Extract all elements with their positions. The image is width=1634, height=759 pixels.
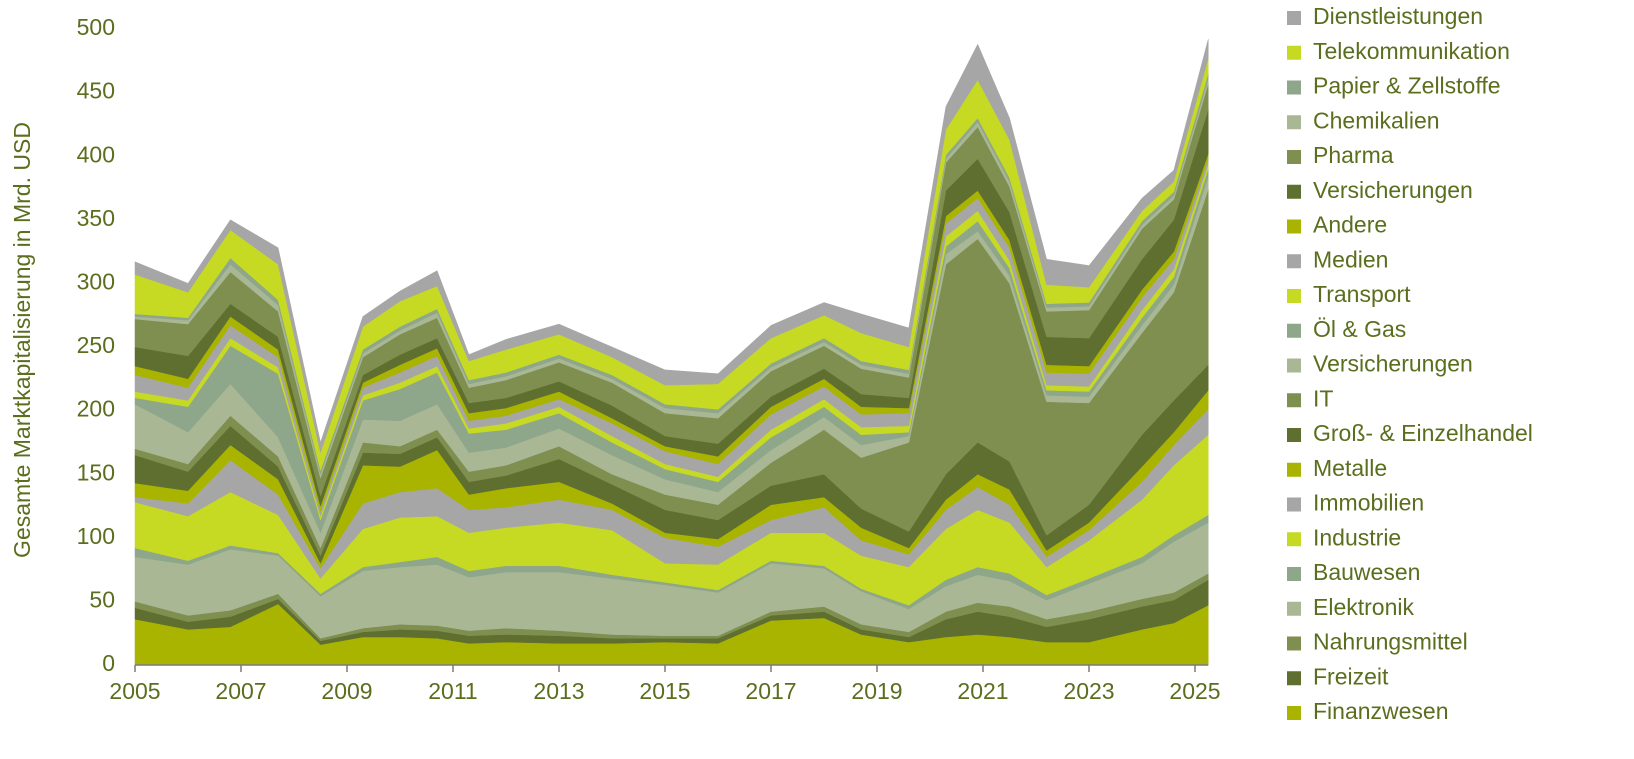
legend-swatch: [1287, 428, 1301, 442]
x-tick-label: 2013: [533, 678, 584, 704]
legend-label: Dienstleistungen: [1313, 3, 1483, 29]
y-tick-label: 50: [89, 586, 115, 612]
legend-swatch: [1287, 671, 1301, 686]
y-tick-label: 350: [77, 205, 115, 231]
y-tick-label: 0: [102, 650, 115, 676]
y-tick-label: 200: [77, 396, 115, 422]
y-tick-label: 250: [77, 332, 115, 358]
legend-swatch: [1287, 532, 1301, 547]
x-tick-label: 2005: [109, 678, 160, 704]
legend-swatch: [1287, 150, 1301, 164]
legend-label: Versicherungen: [1313, 177, 1473, 203]
legend-swatch: [1287, 184, 1301, 199]
legend-label: Chemikalien: [1313, 107, 1440, 133]
legend-label: Medien: [1313, 246, 1388, 272]
legend-swatch: [1287, 393, 1301, 408]
legend-label: Andere: [1313, 212, 1387, 238]
legend-label: Nahrungsmittel: [1313, 629, 1468, 655]
legend-label: Bauwesen: [1313, 559, 1420, 585]
legend-swatch: [1287, 601, 1301, 616]
legend-label: Pharma: [1313, 142, 1394, 168]
legend-label: Immobilien: [1313, 490, 1424, 516]
legend-label: Groß- & Einzelhandel: [1313, 420, 1533, 446]
x-tick-label: 2009: [321, 678, 372, 704]
y-tick-label: 400: [77, 141, 115, 167]
legend-label: Öl & Gas: [1313, 316, 1406, 342]
legend-swatch: [1287, 706, 1301, 720]
legend-label: Telekommunikation: [1313, 38, 1510, 64]
legend-swatch: [1287, 636, 1301, 651]
y-tick-label: 150: [77, 459, 115, 485]
x-tick-label: 2021: [957, 678, 1008, 704]
legend-swatch: [1287, 497, 1301, 512]
legend-label: Papier & Zellstoffe: [1313, 73, 1501, 99]
legend-swatch: [1287, 115, 1301, 130]
y-axis-label: Gesamte Marktkapitalisierung in Mrd. USD: [9, 122, 35, 558]
legend-swatch: [1287, 567, 1301, 581]
legend-label: IT: [1313, 385, 1333, 411]
y-tick-label: 500: [77, 14, 115, 40]
legend-swatch: [1287, 11, 1301, 25]
legend-label: Finanzwesen: [1313, 698, 1449, 724]
y-tick-label: 100: [77, 523, 115, 549]
legend-label: Elektronik: [1313, 594, 1414, 620]
legend-label: Versicherungen: [1313, 351, 1473, 377]
x-tick-label: 2023: [1063, 678, 1114, 704]
x-tick-label: 2007: [215, 678, 266, 704]
legend-swatch: [1287, 358, 1301, 373]
x-tick-label: 2017: [745, 678, 796, 704]
legend-label: Transport: [1313, 281, 1411, 307]
y-tick-label: 300: [77, 268, 115, 294]
legend-swatch: [1287, 45, 1301, 60]
legend-swatch: [1287, 289, 1301, 303]
legend-swatch: [1287, 219, 1301, 234]
y-tick-label: 450: [77, 78, 115, 104]
x-tick-label: 2011: [428, 678, 477, 704]
x-tick-label: 2015: [639, 678, 690, 704]
legend-swatch: [1287, 462, 1301, 477]
legend-swatch: [1287, 80, 1301, 95]
x-tick-label: 2025: [1169, 678, 1220, 704]
area: [134, 39, 1209, 454]
legend-label: Metalle: [1313, 455, 1387, 481]
legend-swatch: [1287, 254, 1301, 269]
legend-label: Industrie: [1313, 524, 1401, 550]
legend-swatch: [1287, 323, 1301, 338]
x-tick-label: 2019: [851, 678, 902, 704]
legend-label: Freizeit: [1313, 663, 1389, 689]
